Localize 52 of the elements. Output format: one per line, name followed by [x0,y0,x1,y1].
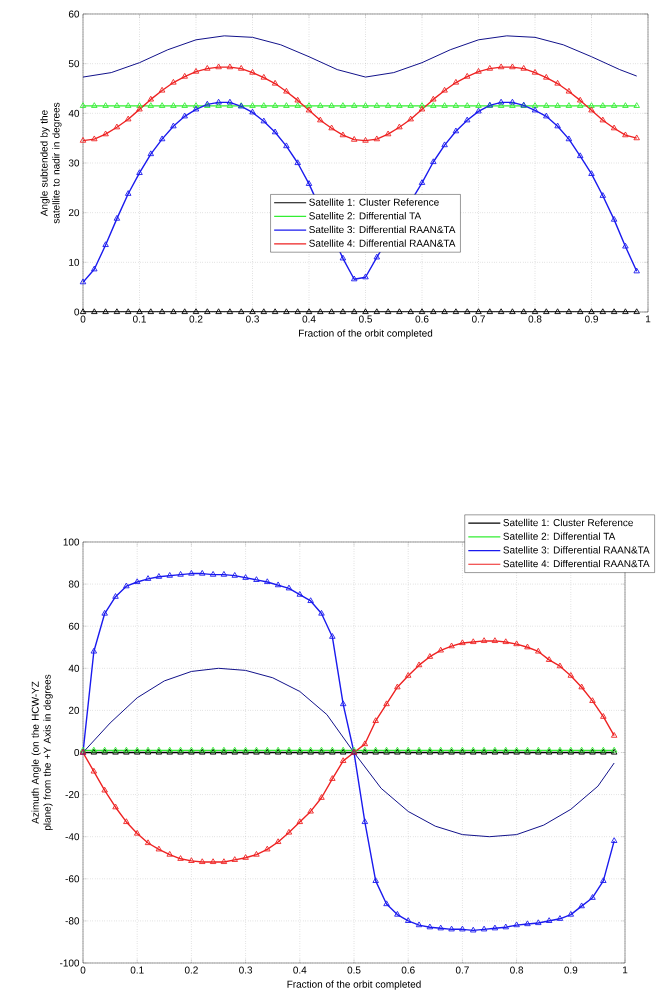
y-tick-label: 0 [74,308,80,316]
y-tick-label: -100 [59,959,80,967]
x-tick-label: 0.6 [415,315,429,323]
x-tick-label: 0.7 [455,966,469,974]
x-tick-label: 0.7 [471,315,485,323]
legend-label: Satellite 2: Differential TA [503,532,616,540]
x-axis-title: Fraction of the orbit completed [287,980,421,990]
y-tick-label: 40 [68,109,80,117]
x-tick-label: 1 [623,966,628,974]
legend-label: Satellite 2: Differential TA [309,212,422,220]
y-tick-label: -20 [65,791,80,799]
y-tick-label: 80 [68,580,80,588]
x-tick-label: 0.9 [564,966,578,974]
y-tick-label: 20 [68,706,80,714]
x-tick-label: 0.8 [528,315,542,323]
y-tick-label: -80 [65,917,80,925]
legend-label: Satellite 1: Cluster Reference [309,198,439,206]
y-tick-label: -40 [65,833,80,841]
x-tick-label: 0.2 [189,315,203,323]
legend-label: Satellite 3: Differential RAAN&TA [309,225,456,234]
x-tick-label: 0.4 [293,966,307,974]
x-tick-label: 0 [80,966,86,974]
legend-label: Satellite 4: Differential RAAN&TA [309,239,456,247]
legend-label: Satellite 3: Differential RAAN&TA [503,546,650,554]
y-tick-label: 10 [69,258,80,266]
x-tick-label: 0 [80,315,86,323]
legend-label: Satellite 1: Cluster Reference [503,518,633,527]
y-tick-label: -60 [65,875,80,883]
x-axis-title: Fraction of the orbit completed [299,329,433,339]
y-axis-title: Angle subtended by the satellite to nadir in degrees [40,102,62,224]
y-tick-label: 20 [68,209,80,217]
x-tick-label: 0.4 [302,315,316,323]
x-tick-label: 0.1 [130,966,144,974]
y-tick-label: 60 [68,622,80,630]
legend-label: Satellite 4: Differential RAAN&TA [503,559,650,568]
x-tick-label: 1 [646,315,651,323]
x-tick-label: 0.5 [358,315,373,323]
x-tick-label: 0.6 [401,966,415,974]
y-tick-label: 100 [63,538,80,546]
x-tick-label: 0.3 [239,966,253,974]
x-tick-label: 0.9 [584,315,598,323]
x-tick-label: 0.8 [510,966,524,974]
x-tick-label: 0.2 [184,966,198,974]
y-tick-label: 0 [74,748,80,757]
y-tick-label: 50 [68,60,80,68]
y-axis-title: Azimuth Angle (on the HCW-YZ plane) from the +Y Axis in degrees [31,674,53,831]
y-tick-label: 30 [68,159,80,167]
x-tick-label: 0.1 [132,315,146,323]
x-tick-label: 0.5 [347,966,361,974]
x-tick-label: 0.3 [245,315,259,323]
y-tick-label: 40 [68,664,80,672]
y-tick-label: 60 [68,10,80,18]
